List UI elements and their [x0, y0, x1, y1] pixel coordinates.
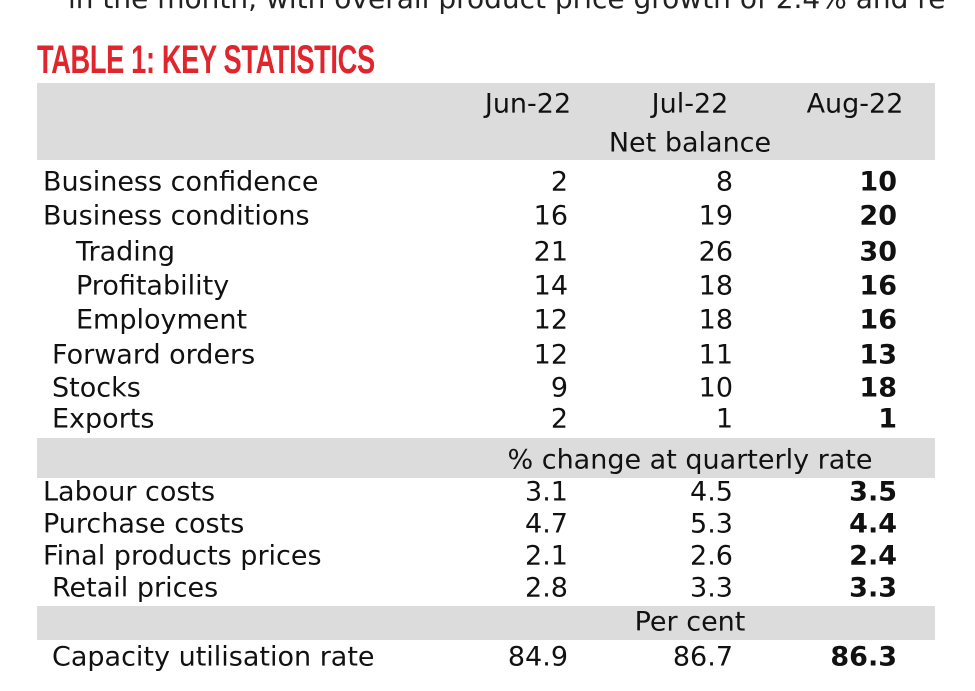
section-heading: Per cent	[634, 606, 746, 638]
cell-value: 5.3	[690, 508, 733, 540]
section-band	[37, 606, 935, 640]
cell-value: 19	[698, 200, 733, 232]
cell-value: 86.7	[672, 641, 733, 673]
cell-value: 86.3	[830, 641, 897, 673]
section-band	[37, 438, 935, 478]
row-label: Labour costs	[43, 476, 216, 508]
cell-value: 14	[533, 270, 568, 302]
cell-value: 11	[698, 339, 733, 371]
cell-value: 18	[698, 270, 733, 302]
cell-value: 4.4	[849, 508, 897, 540]
cell-value: 12	[533, 339, 568, 371]
cell-value: 26	[698, 236, 733, 268]
cell-value: 18	[698, 304, 733, 336]
table-title: TABLE 1: KEY STATISTICS	[37, 38, 375, 82]
row-label: Business conditions	[43, 200, 310, 232]
cell-value: 21	[533, 236, 568, 268]
cell-value: 12	[533, 304, 568, 336]
cell-value: 3.1	[525, 476, 568, 508]
cell-value: 2.8	[525, 572, 568, 604]
section-heading: % change at quarterly rate	[507, 444, 873, 476]
row-label: Employment	[76, 304, 248, 336]
cell-value: 3.3	[690, 572, 733, 604]
cell-value: 2.4	[849, 540, 897, 572]
cell-value: 2	[550, 403, 568, 435]
cell-value: 1	[878, 403, 897, 435]
row-label: Exports	[52, 403, 155, 435]
row-label: Capacity utilisation rate	[52, 641, 375, 673]
cell-value: 30	[859, 236, 897, 268]
section-heading: Net balance	[608, 127, 772, 159]
row-label: Business confidence	[43, 166, 319, 198]
cell-value: 10	[859, 166, 897, 198]
cell-value: 8	[715, 166, 733, 198]
column-header: Aug-22	[806, 88, 904, 120]
cell-value: 16	[859, 304, 897, 336]
row-label: Final products prices	[43, 540, 322, 572]
cell-value: 16	[533, 200, 568, 232]
row-label: Trading	[76, 236, 176, 268]
cell-value: 9	[550, 372, 568, 404]
cell-value: 84.9	[507, 641, 568, 673]
cell-value: 2	[550, 166, 568, 198]
column-header: Jun-22	[484, 88, 572, 120]
intro-text: in the month, with overall product price…	[68, 0, 945, 15]
row-label: Retail prices	[52, 572, 219, 604]
cell-value: 10	[698, 372, 733, 404]
cell-value: 3.3	[849, 572, 897, 604]
cell-value: 16	[859, 270, 897, 302]
cell-value: 3.5	[849, 476, 897, 508]
row-label: Stocks	[52, 372, 141, 404]
cell-value: 2.1	[525, 540, 568, 572]
header-band	[37, 83, 935, 160]
cell-value: 20	[859, 200, 897, 232]
cell-value: 4.5	[690, 476, 733, 508]
cell-value: 2.6	[690, 540, 733, 572]
cell-value: 13	[859, 339, 897, 371]
row-label: Forward orders	[52, 339, 256, 371]
row-label: Profitability	[76, 270, 230, 302]
cell-value: 18	[859, 372, 897, 404]
row-label: Purchase costs	[43, 508, 245, 540]
cell-value: 1	[715, 403, 733, 435]
column-header: Jul-22	[651, 88, 729, 120]
cell-value: 4.7	[525, 508, 568, 540]
